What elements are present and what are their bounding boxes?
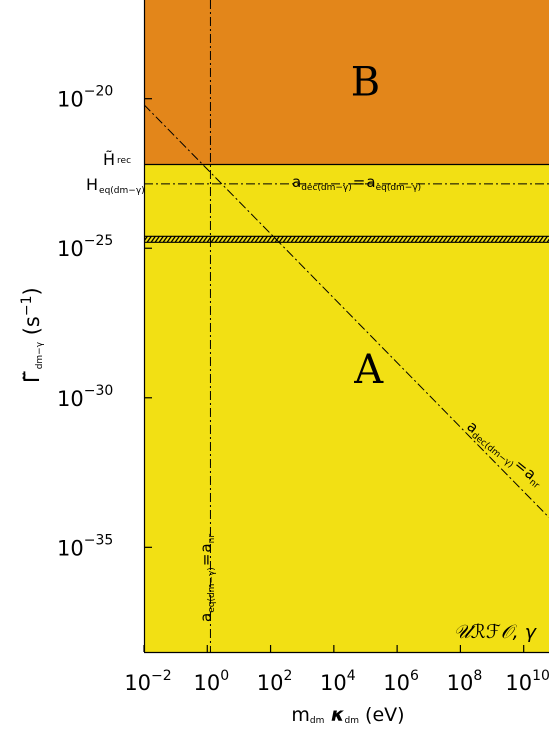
x-tick-label: 108 [447,668,483,695]
y-tick-label: 10−35 [57,532,113,560]
x-tick-label: 10−2 [124,668,171,695]
region-a-label: A [353,347,384,393]
a-dec-equals-a-eq-annotation: adec(dm−γ)=aeq(dm−γ) [292,173,421,193]
region-a [144,164,549,652]
model-label: 𝒰ℛℱ𝒪, γ [454,621,538,643]
hatched-band [144,236,549,243]
x-axis-label: mdm κdm (eV) [291,704,404,726]
y-axis-label: Γ̃dm−γ (s−1) [19,287,45,383]
x-tick-label: 104 [320,668,356,695]
y-tick-label: 10−25 [57,233,113,261]
a-eq-equals-a-nr-annotation: aeq(dm−γ)=anr [197,534,217,622]
region-b-label: B [351,60,380,106]
h-eq-label: Heq(dm−γ) [86,175,145,196]
region-b [144,0,549,165]
y-ticks: 10−20 10−25 10−30 10−35 [57,84,152,560]
y-tick-label: 10−30 [57,383,113,411]
x-tick-label: 102 [257,668,293,695]
x-tick-label: 1010 [505,668,549,695]
y-tick-label: 10−20 [57,84,113,112]
x-tick-label: 106 [383,668,419,695]
x-tick-label: 100 [193,668,229,695]
a-dec-equals-a-nr-line [144,104,549,518]
x-ticks: 10−2 100 102 104 106 108 1010 [124,645,549,695]
h-rec-label: H̃ rec [103,150,131,169]
